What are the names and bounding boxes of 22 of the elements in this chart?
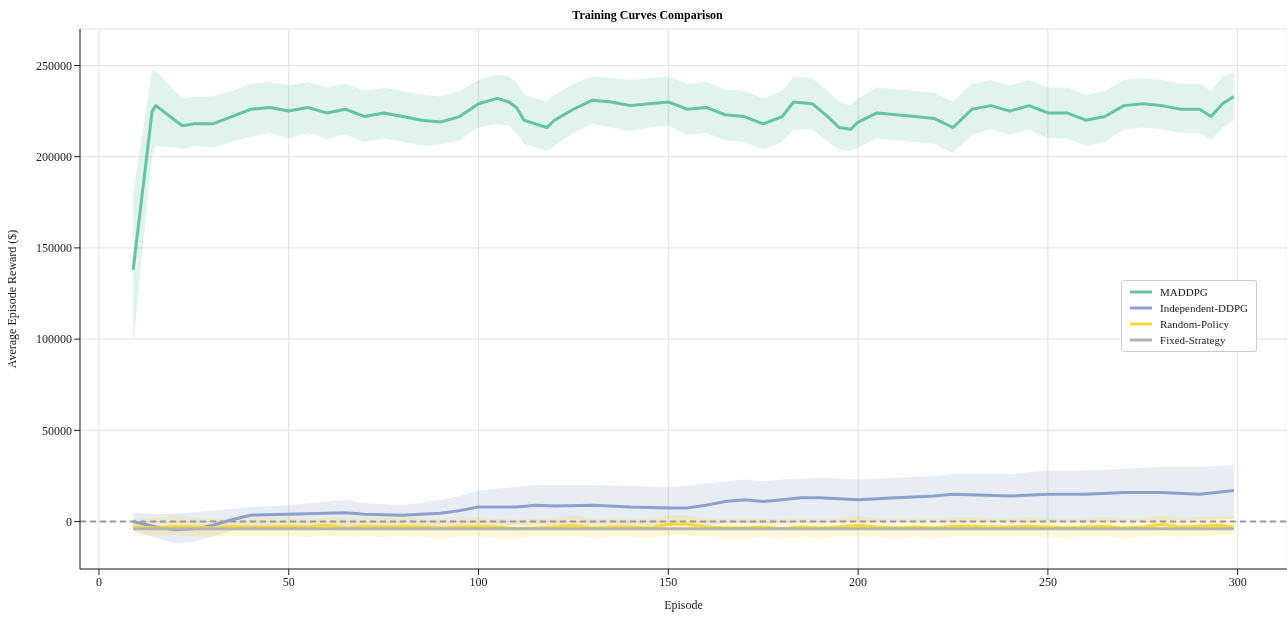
y-axis-title: Average Episode Reward ($): [5, 229, 20, 369]
y-tick-label: 50000: [42, 423, 72, 438]
y-tick-label: 0: [66, 514, 72, 529]
x-axis-title: Episode: [664, 598, 703, 612]
x-tick-label: 150: [659, 574, 678, 589]
x-tick-label: 200: [849, 574, 868, 589]
y-tick-label: 100000: [36, 332, 72, 347]
legend-label: Independent-DDPG: [1160, 302, 1248, 314]
legend-label: Fixed-Strategy: [1160, 334, 1226, 346]
x-tick-label: 100: [469, 574, 488, 589]
line-series: [131, 489, 1236, 532]
line-series: [131, 95, 1236, 272]
legend-label: Random-Policy: [1160, 318, 1230, 330]
x-tick-label: 250: [1038, 574, 1057, 589]
chart-title: Training Curves Comparison: [571, 8, 724, 24]
x-tick-label: 300: [1228, 574, 1247, 589]
y-tick-label: 250000: [36, 58, 72, 73]
y-tick-label: 150000: [36, 241, 72, 256]
legend-label: MADDPG: [1160, 286, 1208, 298]
y-tick-label: 200000: [36, 149, 72, 164]
x-tick-label: 0: [95, 574, 102, 589]
x-tick-label: 50: [282, 574, 295, 589]
